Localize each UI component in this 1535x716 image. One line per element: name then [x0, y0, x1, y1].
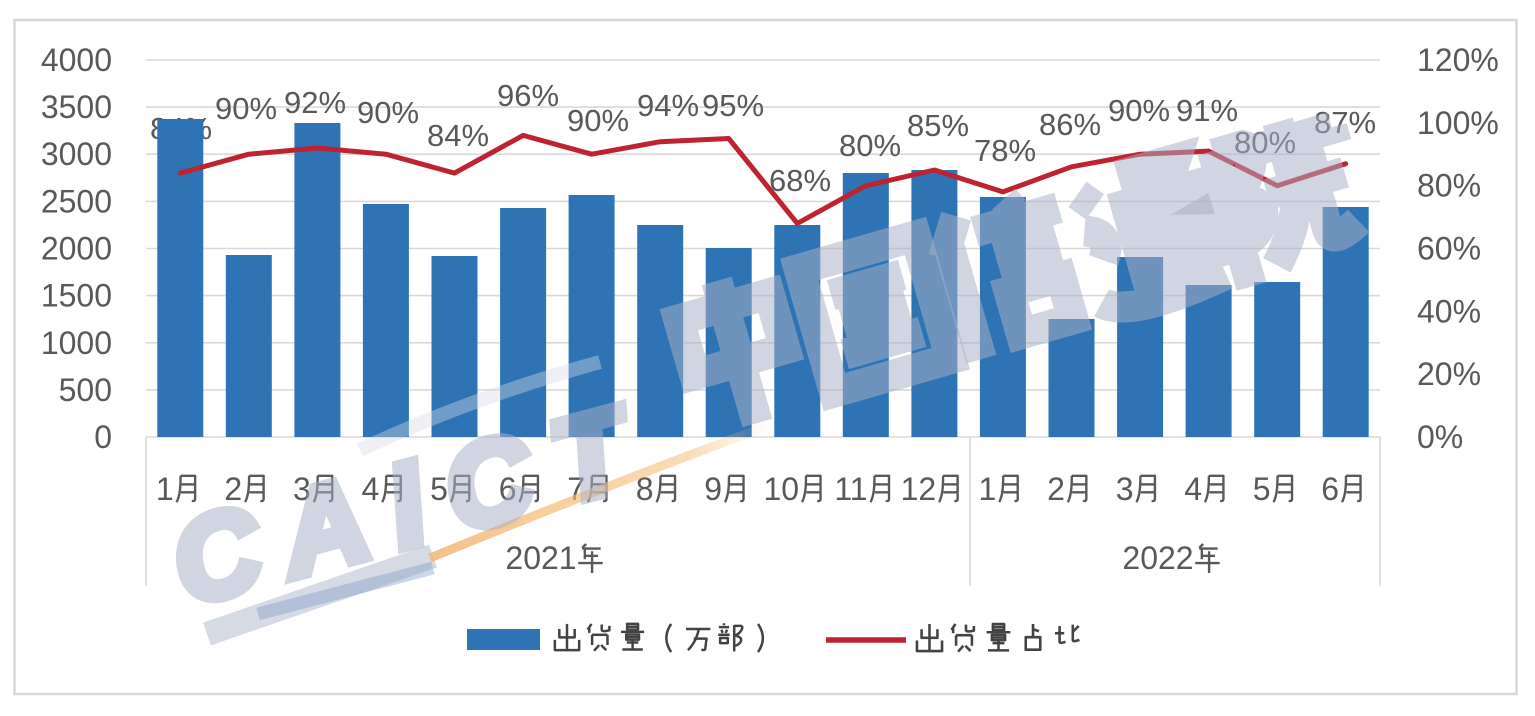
svg-text:96%: 96%: [497, 78, 559, 113]
svg-text:4: 4: [1184, 471, 1202, 507]
svg-text:2: 2: [1047, 471, 1065, 507]
svg-text:3: 3: [293, 471, 311, 507]
svg-text:20%: 20%: [1417, 356, 1481, 392]
svg-text:3500: 3500: [41, 89, 112, 125]
svg-text:0%: 0%: [1417, 419, 1463, 455]
svg-text:500: 500: [59, 372, 112, 408]
svg-text:2500: 2500: [41, 183, 112, 219]
svg-text:40%: 40%: [1417, 293, 1481, 329]
svg-text:2: 2: [224, 471, 242, 507]
svg-text:86%: 86%: [1039, 107, 1101, 142]
svg-text:5: 5: [1253, 471, 1271, 507]
svg-text:12: 12: [901, 471, 937, 507]
svg-text:6: 6: [1321, 471, 1339, 507]
svg-text:120%: 120%: [1417, 42, 1499, 78]
svg-text:3000: 3000: [41, 136, 112, 172]
svg-text:84%: 84%: [427, 118, 489, 153]
svg-text:85%: 85%: [907, 108, 969, 143]
svg-text:60%: 60%: [1417, 231, 1481, 267]
svg-text:78%: 78%: [974, 133, 1036, 168]
svg-text:3: 3: [1116, 471, 1134, 507]
svg-text:9: 9: [704, 471, 722, 507]
svg-text:0: 0: [94, 419, 112, 455]
svg-text:90%: 90%: [1108, 93, 1170, 128]
svg-text:8: 8: [636, 471, 654, 507]
svg-text:90%: 90%: [215, 91, 277, 126]
svg-text:100%: 100%: [1417, 105, 1499, 141]
svg-text:4: 4: [362, 471, 380, 507]
svg-text:2021: 2021: [505, 540, 576, 576]
svg-text:68%: 68%: [769, 163, 831, 198]
svg-text:80%: 80%: [1417, 168, 1481, 204]
svg-text:92%: 92%: [284, 85, 346, 120]
svg-text:6: 6: [499, 471, 517, 507]
svg-text:94%: 94%: [637, 88, 699, 123]
svg-text:1500: 1500: [41, 278, 112, 314]
svg-text:95%: 95%: [702, 88, 764, 123]
svg-text:5: 5: [430, 471, 448, 507]
svg-text:1000: 1000: [41, 325, 112, 361]
svg-text:11: 11: [834, 471, 867, 507]
svg-text:1: 1: [979, 471, 997, 507]
svg-text:2022: 2022: [1122, 540, 1193, 576]
svg-text:80%: 80%: [839, 128, 901, 163]
svg-text:1: 1: [156, 471, 174, 507]
svg-text:10: 10: [764, 471, 800, 507]
svg-text:90%: 90%: [567, 103, 629, 138]
svg-text:91%: 91%: [1176, 93, 1238, 128]
svg-text:2000: 2000: [41, 231, 112, 267]
svg-text:90%: 90%: [357, 95, 419, 130]
svg-text:4000: 4000: [41, 42, 112, 78]
